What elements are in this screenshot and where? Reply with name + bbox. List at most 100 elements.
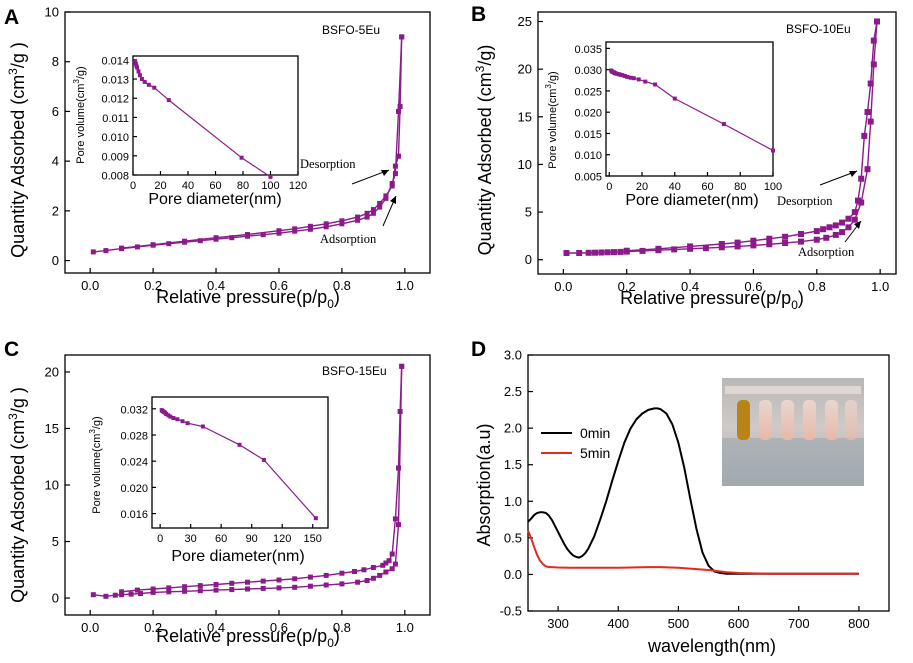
panel-b-desorption-point — [870, 37, 877, 44]
svg-text:Pore volume(cm3/g): Pore volume(cm3/g) — [88, 416, 103, 513]
sample-label-c: BSFO-15Eu — [322, 364, 387, 378]
panel-a-inset-pore-point — [136, 69, 141, 74]
panel-c-adsorption-point — [90, 592, 96, 598]
panel-c-inset-x-title: Pore diameter(nm) — [171, 548, 304, 565]
tube-0min — [737, 400, 750, 440]
panel-c-desorption-point — [229, 580, 235, 586]
panel-letter-b: B — [471, 3, 486, 26]
panel-c-inset-x-tick-label: 120 — [273, 533, 291, 545]
panel-a-inset-pore-point — [152, 85, 157, 90]
panel-c-desorption-point — [396, 465, 401, 471]
panel-a-desorption-point — [399, 34, 405, 40]
panel-b-inset-x-tick-label: 40 — [669, 181, 681, 193]
panel-b-adsorption-point — [563, 250, 570, 256]
panel-a-adsorption-point — [323, 224, 329, 230]
panel-b-inset-pore-point — [643, 79, 648, 84]
panel-d-5min-line — [527, 530, 859, 575]
panel-c-x-tick-label: 0.0 — [81, 620, 99, 635]
svg-text:Pore volume(cm3/g): Pore volume(cm3/g) — [544, 71, 559, 168]
panel-c-inset-pore-point — [313, 516, 318, 521]
panel-a-desorption-point — [182, 238, 188, 244]
panel-c-inset-pore-point — [175, 417, 180, 422]
panel-a-adsorption-point — [396, 108, 401, 114]
panel-c-x-tick-label: 1.0 — [396, 620, 414, 635]
panel-c-adsorption-point — [213, 587, 219, 593]
panel-c-inset-x-tick-label: 30 — [185, 533, 197, 545]
svg-text:Quantity Adsorbed (cm3/g): Quantity Adsorbed (cm3/g) — [473, 45, 495, 256]
panel-a-y-tick-label: 2 — [52, 203, 59, 218]
panel-c-adsorption-point — [182, 588, 188, 594]
panel-a-inset-y-tick-label: 0.012 — [101, 94, 129, 106]
panel-c-inset-pore-point — [237, 442, 242, 447]
panel-b-adsorption-point — [592, 249, 598, 256]
panel-a-desorption-point — [245, 232, 250, 237]
panel-b-adsorption-point — [576, 250, 583, 256]
panel-d-x-tick-label: 800 — [848, 616, 870, 631]
panel-a-adsorption-point — [339, 221, 345, 227]
panel-a-inset: 0 20 40 60 80 100 120 0.008 0.009 0.010 0.011 0.012… — [101, 55, 307, 192]
panel-c-y-tick-label: 5 — [52, 534, 59, 549]
panel-letter-d: D — [471, 338, 486, 361]
panel-b-x-tick-label: 0.4 — [681, 279, 699, 294]
panel-c-inset-y-tick-label: 0.020 — [120, 483, 148, 495]
panel-b-adsorption-point — [639, 247, 646, 254]
panel-b-y-tick-label: 15 — [518, 109, 532, 124]
panel-c-inset-y-tick-label: 0.016 — [120, 509, 148, 521]
panel-c-desorption-point — [292, 576, 298, 582]
panel-b-adsorption-point — [604, 249, 611, 256]
panel-b-inset-pore-point — [653, 82, 658, 87]
panel-c-adsorption-point — [377, 572, 383, 578]
sample-photo — [722, 378, 864, 486]
panel-b-desorption-point — [782, 233, 789, 240]
panel-a-inset-x-tick-label: 120 — [289, 180, 307, 192]
panel-a-inset-frame — [132, 55, 299, 176]
panel-c-adsorption-point — [119, 592, 125, 598]
panel-b-inset-pore-line — [610, 70, 774, 152]
panel-b-desorption-point — [798, 231, 804, 237]
panel-b-adsorption-point — [870, 61, 877, 68]
panel-c-desorption-point — [323, 572, 329, 578]
panel-b-desorption-point — [832, 222, 839, 229]
legend-d: 0min 5min — [541, 425, 610, 461]
panel-b-desorption-point — [861, 132, 868, 139]
panel-a-inset-x-tick-label: 100 — [261, 180, 279, 192]
panel-c-inset-pore-point — [180, 419, 185, 424]
arrow-desorption-a-head — [381, 170, 389, 176]
panel-b-adsorption-point — [734, 243, 741, 250]
panel-b-desorption-line — [626, 21, 878, 252]
panel-d-y-tick-label: 2.0 — [504, 421, 522, 436]
panel-c: C 0.0 0.2 0.4 0.6 0.8 1.0 0 5 10 15 20 BSFO-15Eu R… — [4, 338, 431, 650]
panel-a-inset-y-tick-label: 0.014 — [101, 55, 129, 67]
legend-label-0min: 0min — [580, 425, 610, 441]
panel-c-adsorption-point — [138, 591, 143, 596]
panel-b-x-tick-label: 0.2 — [618, 279, 636, 294]
svg-text:Pore diameter(nm): Pore diameter(nm) — [148, 191, 281, 208]
panel-b-adsorption-line — [566, 21, 878, 254]
panel-c-inset-x-tick-label: 150 — [304, 533, 322, 545]
panel-c-inset-pore-point — [200, 424, 205, 429]
panel-c-inset-pore-point — [164, 412, 169, 416]
panel-b-inset-x-tick-label: 100 — [764, 181, 782, 193]
panel-a-inset-y-tick-label: 0.010 — [101, 132, 129, 144]
panel-d-y-tick-label: -0.5 — [500, 604, 522, 619]
panel-d-x-axis-title: wavelength(nm) — [647, 636, 776, 656]
panel-c-desorption-point — [392, 516, 398, 522]
panel-c-inset-y-tick-label: 0.028 — [120, 430, 148, 442]
panel-b-desorption-point — [718, 241, 725, 247]
panel-b-y-tick-label: 0 — [525, 252, 532, 267]
panel-b-y-tick-label: 20 — [518, 62, 532, 77]
panel-a-inset-pore-point — [166, 98, 171, 103]
sample-label-a: BSFO-5Eu — [322, 23, 380, 37]
panel-a-y-axis-title: Quantity Adsorbed (cm3/g ) — [6, 42, 28, 258]
panel-b-adsorption-point — [867, 118, 874, 125]
panel-a-desorption-point — [377, 200, 383, 206]
panel-b-desorption-point — [845, 215, 852, 222]
panel-c-adsorption-line — [93, 366, 403, 597]
panel-b-inset-y-tick-label: 0.030 — [574, 65, 602, 77]
panel-b-y-tick-label: 25 — [518, 14, 532, 29]
panel-c-desorption-point — [397, 409, 403, 414]
photo-floor — [722, 438, 864, 486]
panel-b-adsorption-point — [585, 249, 592, 256]
panel-b-adsorption-point — [798, 238, 804, 245]
panel-c-adsorption-point — [392, 561, 398, 567]
